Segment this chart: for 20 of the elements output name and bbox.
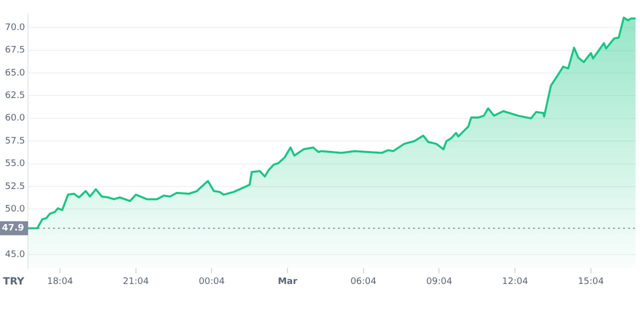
y-tick-label: 67.5 <box>4 46 26 56</box>
x-tick-label: 12:04 <box>502 276 528 287</box>
x-tick-label: 09:04 <box>426 276 452 287</box>
y-tick-label: 62.5 <box>4 91 26 102</box>
x-tick-label: 18:04 <box>47 276 74 287</box>
y-tick-label: 52.5 <box>4 182 26 192</box>
ref-line-label: 47.9 <box>2 224 24 234</box>
x-tick-label: Mar <box>278 276 298 287</box>
y-tick-label: 50.0 <box>4 204 26 215</box>
y-tick-label: 55.0 <box>4 159 26 170</box>
y-tick-label: 70.0 <box>4 22 26 33</box>
x-tick-label: 06:04 <box>350 276 377 287</box>
y-tick-label: 45.0 <box>4 250 26 260</box>
x-tick-label: 15:04 <box>578 276 604 287</box>
x-tick-label: 21:04 <box>122 276 150 287</box>
y-tick-label: 65.0 <box>4 68 26 78</box>
y-tick-label: 57.5 <box>4 136 26 146</box>
x-tick-label: 00:04 <box>198 276 225 287</box>
y-tick-label: 60.0 <box>4 114 26 124</box>
y-axis-title: TRY <box>3 276 25 288</box>
